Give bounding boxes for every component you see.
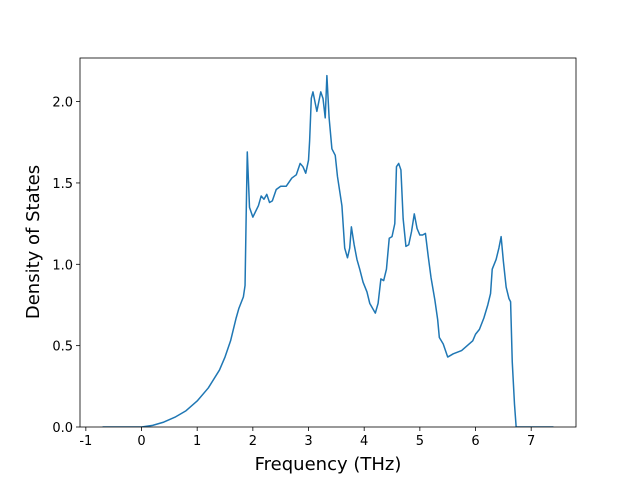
x-axis-label: Frequency (THz) <box>255 454 402 475</box>
x-tick-label: 3 <box>304 434 312 449</box>
x-tick-label: 1 <box>193 434 201 449</box>
x-tick-label: 0 <box>137 434 145 449</box>
y-tick-label: 1.5 <box>52 177 73 192</box>
y-tick-label: 1.0 <box>52 258 73 273</box>
y-tick-label: 2.0 <box>52 96 73 111</box>
x-tick-label: 5 <box>416 434 424 449</box>
y-tick-label: 0.5 <box>52 340 73 355</box>
y-tick-label: 0.0 <box>52 421 73 436</box>
data-line <box>102 74 554 427</box>
plot-frame <box>79 57 577 428</box>
x-tick-label: 7 <box>527 434 535 449</box>
x-tick-label: 6 <box>471 434 479 449</box>
x-tick-label: 4 <box>360 434 368 449</box>
x-tick-label: 2 <box>249 434 257 449</box>
y-axis-label: Density of States <box>23 165 44 319</box>
x-tick-label: -1 <box>79 434 92 449</box>
